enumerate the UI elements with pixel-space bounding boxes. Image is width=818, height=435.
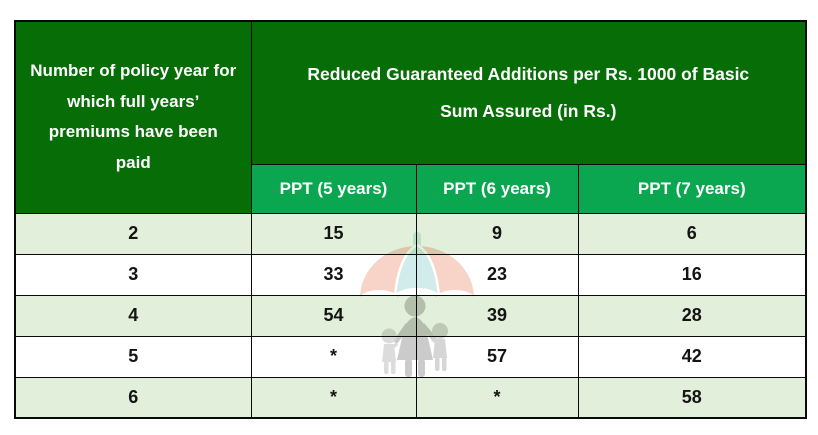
corner-header-cell: Number of policy year for which full yea… <box>14 20 252 214</box>
value-cell-ppt5: * <box>250 376 417 419</box>
header-row-group: Number of policy year for which full yea… <box>14 20 807 214</box>
table-row: 2 15 9 6 <box>14 212 807 255</box>
policy-year-cell: 3 <box>14 253 252 296</box>
value-cell-ppt6: 39 <box>415 294 579 337</box>
policy-year-cell: 6 <box>14 376 252 419</box>
value-cell-ppt7: 6 <box>577 212 807 255</box>
reduced-guaranteed-additions-table: Number of policy year for which full yea… <box>14 20 808 419</box>
group-header-cell: Reduced Guaranteed Additions per Rs. 100… <box>250 20 807 165</box>
value-cell-ppt5: * <box>250 335 417 378</box>
value-cell-ppt5: 54 <box>250 294 417 337</box>
table-row: 6 * * 58 <box>14 376 807 419</box>
value-cell-ppt6: 57 <box>415 335 579 378</box>
value-cell-ppt5: 33 <box>250 253 417 296</box>
column-header-ppt-7-years: PPT (7 years) <box>577 163 807 214</box>
header-row-columns: PPT (5 years) PPT (6 years) PPT (7 years… <box>15 163 807 214</box>
policy-year-cell: 4 <box>14 294 252 337</box>
value-cell-ppt7: 16 <box>577 253 807 296</box>
value-cell-ppt6: 23 <box>415 253 579 296</box>
value-cell-ppt7: 42 <box>577 335 807 378</box>
table-row: 4 54 39 28 <box>14 294 807 337</box>
value-cell-ppt6: 9 <box>415 212 579 255</box>
value-cell-ppt7: 58 <box>577 376 807 419</box>
policy-year-cell: 5 <box>14 335 252 378</box>
table-row: 5 * 57 42 <box>14 335 807 378</box>
value-cell-ppt6: * <box>415 376 579 419</box>
policy-year-cell: 2 <box>14 212 252 255</box>
column-header-ppt-6-years: PPT (6 years) <box>415 163 579 214</box>
table-row: 3 33 23 16 <box>14 253 807 296</box>
value-cell-ppt5: 15 <box>250 212 417 255</box>
value-cell-ppt7: 28 <box>577 294 807 337</box>
column-header-ppt-5-years: PPT (5 years) <box>250 163 417 214</box>
